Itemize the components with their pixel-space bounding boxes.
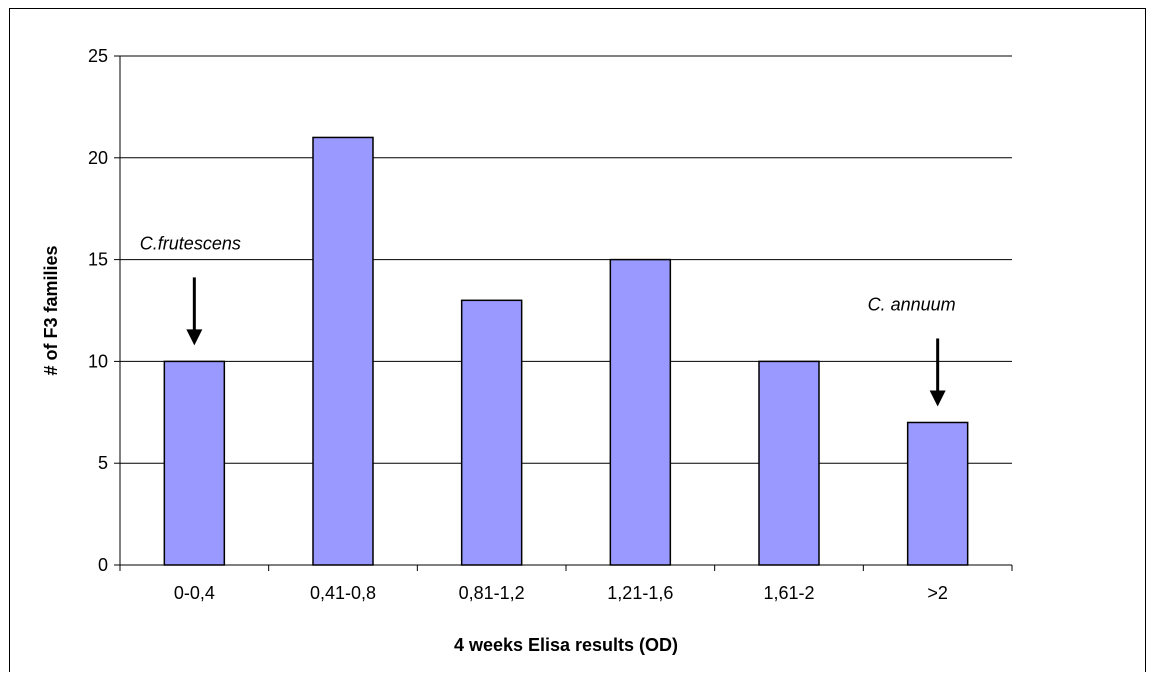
bar [758,360,820,566]
y-tick-label: 5 [98,453,108,473]
gridlines [120,55,1012,464]
bar [609,258,672,566]
y-tick-label: 10 [88,351,108,371]
bar [312,136,374,566]
x-tick-label: 1,61-2 [763,583,814,603]
bar [163,360,226,566]
bars [163,136,969,566]
chart-frame [9,8,1146,672]
annotation-label: C.frutescens [140,233,241,253]
y-tick-label: 25 [88,46,108,66]
y-tick-label: 15 [88,250,108,270]
y-tick-label: 0 [98,555,108,575]
bar [460,299,523,566]
y-axis-title: # of F3 families [41,245,61,375]
x-tick-label: 1,21-1,6 [607,583,673,603]
ticks: 0 5 10 15 20 25 0-0,4 0,41-0,8 0,81-1,2 1,21-1,6 1… [88,46,1013,603]
x-tick-label: 0,41-0,8 [310,583,376,603]
bar [906,421,969,566]
x-axis-title: 4 weeks Elisa results (OD) [454,635,678,655]
y-tick-label: 20 [88,148,108,168]
x-tick-label: 0-0,4 [174,583,215,603]
annotations: C.frutescens C. annuum [140,233,956,407]
x-tick-label: >2 [927,583,948,603]
annotation-label: C. annuum [868,294,956,314]
x-tick-label: 0,81-1,2 [459,583,525,603]
annotation-arrow-head [186,329,203,346]
annotation-arrow-head [929,390,946,407]
